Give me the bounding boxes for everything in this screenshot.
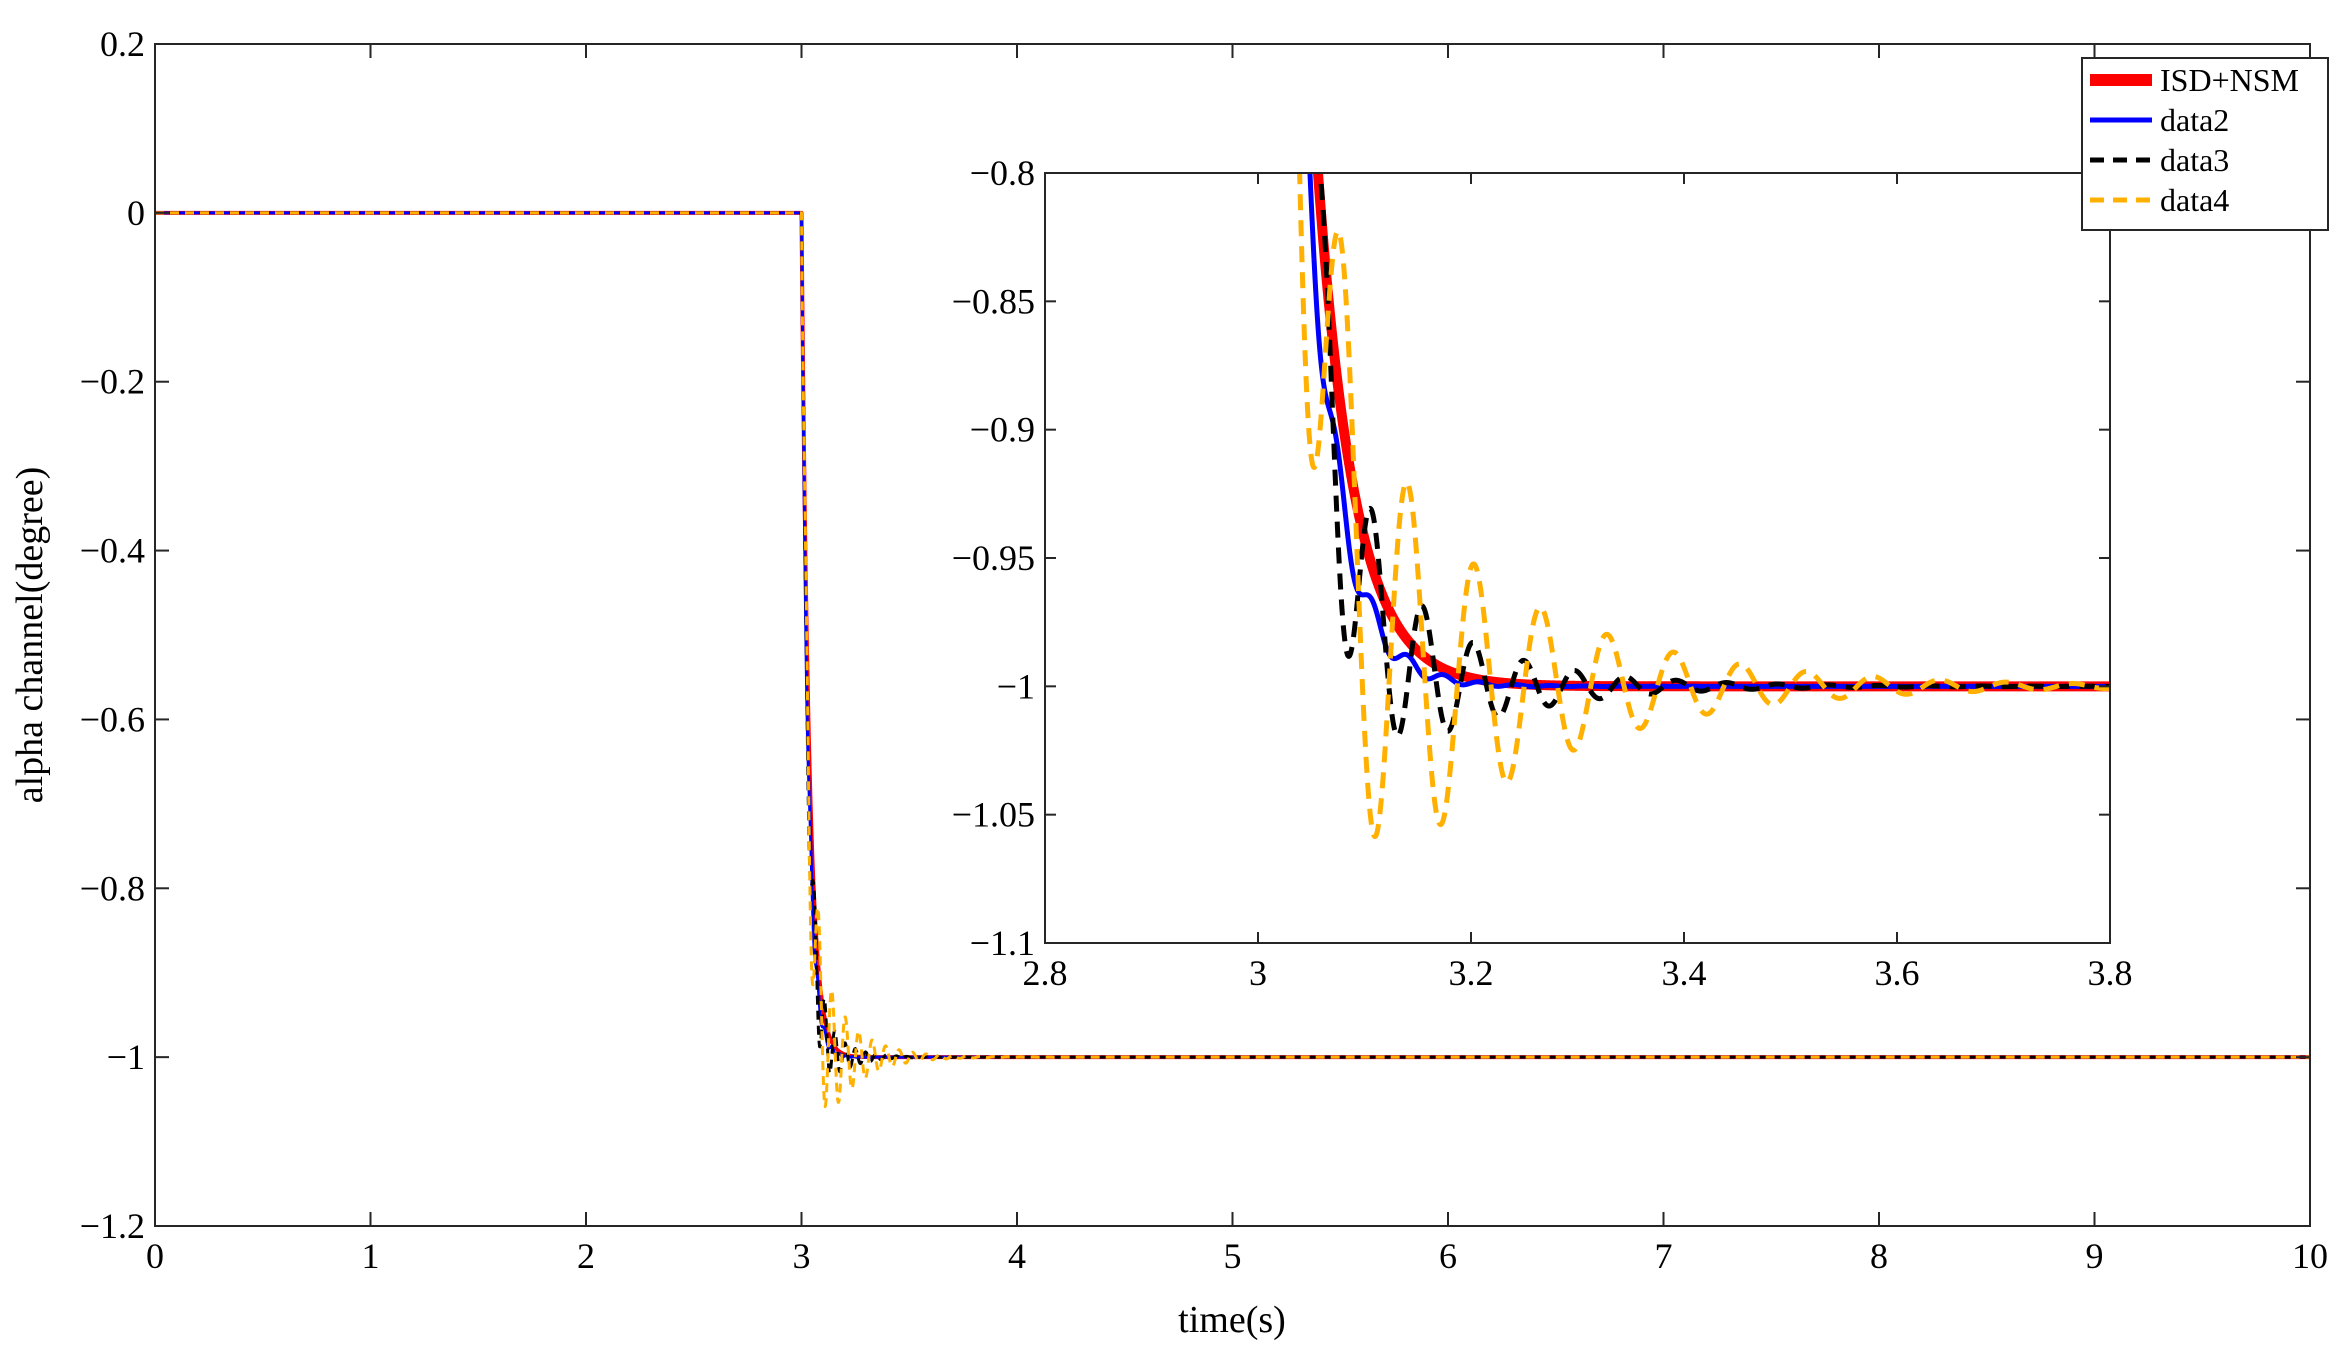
inset-series-group: [1297, 173, 2110, 840]
main-series-data4-line: [155, 211, 2310, 1109]
inset-y-tick-label: −1.1: [970, 923, 1035, 963]
inset-x-tick-label: 3.8: [2088, 953, 2133, 993]
main-y-tick-label: −0.4: [80, 531, 145, 571]
legend-entry-label: data4: [2160, 182, 2229, 218]
legend: ISD+NSM data2 data3 data4: [2081, 57, 2329, 231]
main-y-axis-label: alpha channel(degree): [9, 467, 51, 804]
main-y-tick-label: −1.2: [80, 1206, 145, 1246]
legend-entry-label: ISD+NSM: [2160, 62, 2299, 98]
main-ticks: 0 1 2 3 4 5 6 7 8 9 10 0.2 0 −0.2 −0.4 −0.6 −0.8 −1 −1.2: [80, 24, 2328, 1276]
main-x-tick-label: 5: [1224, 1236, 1242, 1276]
main-x-axis-label: time(s): [1178, 1299, 1286, 1341]
main-y-tick-label: 0: [127, 193, 145, 233]
inset-ticks: 2.8 3 3.2 3.4 3.6 3.8 −0.8 −0.85 −0.9 −0.95 −1 −1.0…: [952, 153, 2133, 993]
inset-series-data4-line: [1297, 173, 2110, 840]
main-x-tick-label: 2: [577, 1236, 595, 1276]
main-x-tick-label: 0: [146, 1236, 164, 1276]
inset-x-tick-label: 3: [1249, 953, 1267, 993]
inset-series-data3-line: [1317, 173, 2110, 739]
main-x-tick-label: 7: [1655, 1236, 1673, 1276]
inset-y-tick-label: −0.9: [970, 410, 1035, 450]
main-x-tick-label: 3: [793, 1236, 811, 1276]
inset-y-tick-label: −0.8: [970, 153, 1035, 193]
main-y-tick-label: −1: [107, 1037, 145, 1077]
inset-plot-area: [1045, 173, 2110, 943]
legend-box: [2081, 57, 2329, 231]
inset-x-tick-label: 3.4: [1662, 953, 1707, 993]
inset-x-tick-label: 3.6: [1875, 953, 1920, 993]
legend-entries: ISD+NSM data2 data3 data4: [2090, 62, 2299, 218]
main-y-tick-label: −0.6: [80, 699, 145, 739]
inset-x-tick-label: 3.2: [1449, 953, 1494, 993]
main-y-tick-label: 0.2: [100, 24, 145, 64]
legend-entry-label: data3: [2160, 142, 2229, 178]
inset-y-tick-label: −0.85: [952, 281, 1035, 321]
inset-y-tick-label: −0.95: [952, 538, 1035, 578]
main-x-tick-label: 1: [362, 1236, 380, 1276]
legend-entry-label: data2: [2160, 102, 2229, 138]
main-x-tick-label: 9: [2086, 1236, 2104, 1276]
inset-y-tick-label: −1.05: [952, 795, 1035, 835]
main-x-tick-label: 6: [1439, 1236, 1457, 1276]
main-x-tick-label: 10: [2292, 1236, 2328, 1276]
main-x-tick-label: 4: [1008, 1236, 1026, 1276]
main-series-group: [155, 210, 2310, 1109]
main-x-tick-label: 8: [1870, 1236, 1888, 1276]
inset-x-tick-label: 2.8: [1023, 953, 1068, 993]
main-y-tick-label: −0.2: [80, 362, 145, 402]
inset-y-tick-label: −1: [997, 666, 1035, 706]
inset-axes: 2.8 3 3.2 3.4 3.6 3.8 −0.8 −0.85 −0.9 −0.95 −1 −1.0…: [952, 153, 2133, 993]
inset-series-data2-line: [1307, 173, 2110, 690]
main-y-tick-label: −0.8: [80, 868, 145, 908]
